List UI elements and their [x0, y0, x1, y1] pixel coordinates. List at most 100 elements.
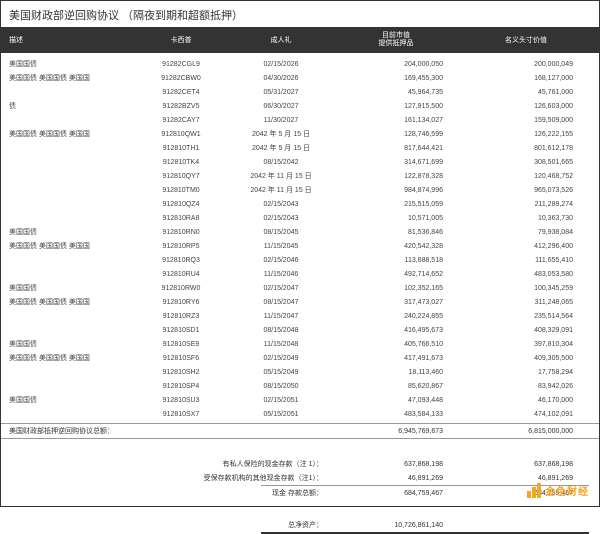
- cell-cusip: 912810TK4: [131, 159, 231, 166]
- cell-face: 211,289,274: [461, 201, 591, 208]
- cell-mv: 127,915,500: [331, 103, 461, 110]
- cell-desc: 美国国债 美国国债 美国国: [1, 297, 131, 307]
- cell-date: 06/30/2027: [231, 103, 331, 110]
- table-row: 912810TK408/15/2042314,671,699308,501,66…: [1, 155, 599, 169]
- cell-date: 02/15/2043: [231, 201, 331, 208]
- sub-row: 受保存款机构的其他现金存款（注1）： 46,891,269 46,891,269: [1, 471, 599, 485]
- watermark-text: 金色财经: [545, 483, 589, 498]
- cell-cusip: 912810RY6: [131, 299, 231, 306]
- cell-mv: 240,224,855: [331, 313, 461, 320]
- cell-face: 10,363,730: [461, 215, 591, 222]
- cell-face: 159,509,000: [461, 117, 591, 124]
- cell-desc: 美国国债 美国国债 美国国: [1, 353, 131, 363]
- table-row: 美国国债 美国国债 美国国912810QW12042 年 5 月 15 日128…: [1, 127, 599, 141]
- cell-mv: 215,515,059: [331, 201, 461, 208]
- cell-cusip: 912810QW1: [131, 131, 231, 138]
- cell-cusip: 91282CAY7: [131, 117, 231, 124]
- table-row: 912810QY72042 年 11 月 15 日122,878,328120,…: [1, 169, 599, 183]
- cell-date: 02/15/2051: [231, 397, 331, 404]
- cell-cusip: 912810TM0: [131, 187, 231, 194]
- assets-mv: 10,726,861,140: [331, 522, 461, 529]
- cell-cusip: 91282CET4: [131, 89, 231, 96]
- cell-cusip: 91282BZV5: [131, 103, 231, 110]
- net-assets-row: 总净资产： 10,726,861,140: [1, 518, 599, 532]
- table-row: 美国国债912810SU302/15/205147,093,44846,170,…: [1, 393, 599, 407]
- table-row: 912810SP408/15/205085,620,86783,942,026: [1, 379, 599, 393]
- cell-face: 965,073,526: [461, 187, 591, 194]
- table-row: 912810QZ402/15/2043215,515,059211,289,27…: [1, 197, 599, 211]
- table-row: 912810TM02042 年 11 月 15 日984,874,996965,…: [1, 183, 599, 197]
- cell-date: 2042 年 5 月 15 日: [231, 143, 331, 153]
- cell-face: 168,127,000: [461, 75, 591, 82]
- cell-date: 2042 年 11 月 15 日: [231, 185, 331, 195]
- cell-date: 08/15/2050: [231, 383, 331, 390]
- cell-mv: 161,134,027: [331, 117, 461, 124]
- cell-date: 02/15/2046: [231, 257, 331, 264]
- table-row: 91282CAY711/30/2027161,134,027159,509,00…: [1, 113, 599, 127]
- cell-date: 08/15/2048: [231, 327, 331, 334]
- table-row: 912810SD108/15/2048416,495,673408,329,09…: [1, 323, 599, 337]
- cell-face: 483,053,580: [461, 271, 591, 278]
- table-row: 美国国债912810RW002/15/2047102,352,165100,34…: [1, 281, 599, 295]
- cell-face: 111,655,410: [461, 257, 591, 264]
- totals-label: 美国财政部抵押逆回购协议总额：: [1, 426, 331, 436]
- cell-mv: 47,093,448: [331, 397, 461, 404]
- cell-mv: 113,888,518: [331, 257, 461, 264]
- table-row: 912810SH205/15/204918,113,46017,758,294: [1, 365, 599, 379]
- cell-face: 79,938,084: [461, 229, 591, 236]
- cell-mv: 492,714,652: [331, 271, 461, 278]
- table-row: 912810RQ302/15/2046113,888,518111,655,41…: [1, 253, 599, 267]
- sub-row: 有私人保险的现金存款（注 1）： 637,868,198 637,868,198: [1, 457, 599, 471]
- cell-mv: 18,113,460: [331, 369, 461, 376]
- cell-cusip: 912810RN0: [131, 229, 231, 236]
- table-row: 美国国债 美国国债 美国国91282CBW004/30/2026169,455,…: [1, 71, 599, 85]
- table-header: 描述 卡西普 成人礼 目前市值 提供抵押品 名义头寸价值: [1, 27, 599, 53]
- cell-cusip: 912810QY7: [131, 173, 231, 180]
- cell-mv: 416,495,673: [331, 327, 461, 334]
- cell-date: 2042 年 5 月 15 日: [231, 129, 331, 139]
- cell-cusip: 912810RU4: [131, 271, 231, 278]
- totals-face: 6,815,000,000: [461, 428, 591, 435]
- cell-date: 04/30/2026: [231, 75, 331, 82]
- page-title: 美国财政部逆回购协议 （隔夜到期和超额抵押）: [1, 1, 599, 27]
- cell-desc: 美国国债 美国国债 美国国: [1, 73, 131, 83]
- watermark: 金色财经: [527, 483, 589, 498]
- header-cusip: 卡西普: [131, 35, 231, 45]
- cell-cusip: 912810RQ3: [131, 257, 231, 264]
- cell-date: 08/15/2045: [231, 229, 331, 236]
- cell-cusip: 912810SX7: [131, 411, 231, 418]
- totals-mv: 6,945,769,673: [331, 428, 461, 435]
- cell-cusip: 912810SU3: [131, 397, 231, 404]
- table-row: 美国国债912810RN008/15/204581,536,84679,938,…: [1, 225, 599, 239]
- cell-date: 05/31/2027: [231, 89, 331, 96]
- cell-face: 308,501,665: [461, 159, 591, 166]
- cell-desc: 美国国债: [1, 283, 131, 293]
- cell-date: 11/15/2046: [231, 271, 331, 278]
- cell-desc: 美国国债 美国国债 美国国: [1, 129, 131, 139]
- cell-mv: 81,536,846: [331, 229, 461, 236]
- cell-cusip: 912810SE9: [131, 341, 231, 348]
- cell-face: 46,170,000: [461, 397, 591, 404]
- table-row: 912810SX705/15/2051483,584,133474,102,09…: [1, 407, 599, 421]
- cell-cusip: 912810SF6: [131, 355, 231, 362]
- cell-date: 11/15/2047: [231, 313, 331, 320]
- cell-date: 11/15/2048: [231, 341, 331, 348]
- cell-mv: 169,455,300: [331, 75, 461, 82]
- table-row: 912810RZ311/15/2047240,224,855235,514,56…: [1, 309, 599, 323]
- cell-face: 45,761,000: [461, 89, 591, 96]
- cell-face: 412,296,400: [461, 243, 591, 250]
- table-row: 912810RA802/15/204310,571,00510,363,730: [1, 211, 599, 225]
- table-row: 美国国债 美国国债 美国国912810RY608/15/2047317,473,…: [1, 295, 599, 309]
- cell-desc: 美国国债: [1, 227, 131, 237]
- cell-mv: 405,766,510: [331, 341, 461, 348]
- cell-mv: 204,000,050: [331, 61, 461, 68]
- cell-cusip: 912810RZ3: [131, 313, 231, 320]
- cell-date: 02/15/2043: [231, 215, 331, 222]
- cell-cusip: 912810RP5: [131, 243, 231, 250]
- cell-face: 83,942,026: [461, 383, 591, 390]
- cell-face: 200,000,049: [461, 61, 591, 68]
- cell-desc: 债: [1, 101, 131, 111]
- cell-face: 100,345,259: [461, 285, 591, 292]
- cell-cusip: 91282CGL9: [131, 61, 231, 68]
- header-desc: 描述: [1, 35, 131, 45]
